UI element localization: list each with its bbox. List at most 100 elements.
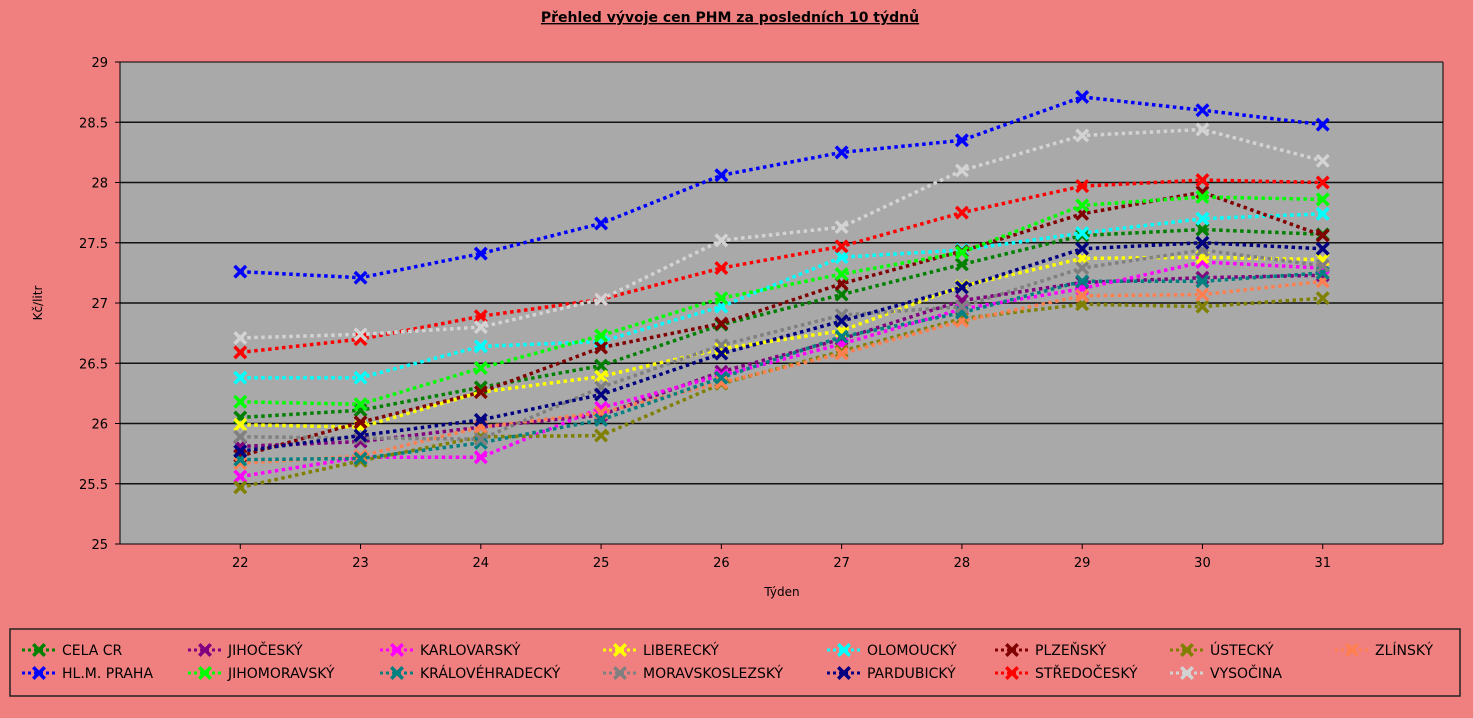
- data-point-marker: [954, 205, 969, 220]
- data-point-marker: [1195, 235, 1210, 250]
- data-point-marker: [954, 245, 969, 260]
- data-point-marker: [834, 276, 849, 291]
- data-point-marker: [834, 329, 849, 344]
- series-olomouck-: [233, 206, 1330, 385]
- legend-marker-icon: [1005, 666, 1019, 680]
- data-point-marker: [1315, 192, 1330, 207]
- data-point-marker: [1195, 222, 1210, 237]
- legend-marker-icon: [32, 666, 46, 680]
- x-tick-label: 23: [352, 556, 369, 571]
- legend-item: JIHOČESKÝ: [188, 641, 303, 659]
- legend: [9, 628, 1461, 697]
- legend-label: JIHOMORAVSKÝ: [227, 665, 335, 682]
- data-point-marker: [473, 320, 488, 335]
- data-point-marker: [1315, 241, 1330, 256]
- legend-label: KARLOVARSKÝ: [420, 642, 521, 659]
- legend-label: CELA CR: [62, 643, 123, 659]
- series-line: [240, 271, 1323, 462]
- data-point-marker: [834, 346, 849, 361]
- data-point-marker: [233, 330, 248, 345]
- data-point-marker: [1075, 128, 1090, 143]
- data-point-marker: [1195, 103, 1210, 118]
- legend-label: VYSOČINA: [1210, 664, 1282, 682]
- x-axis-label: Týden: [763, 585, 799, 599]
- data-point-marker: [233, 469, 248, 484]
- data-point-marker: [594, 216, 609, 231]
- legend-item: PARDUBICKÝ: [827, 665, 956, 682]
- legend-item: MORAVSKOSLEZSKÝ: [603, 665, 784, 682]
- legend-marker-icon: [198, 666, 212, 680]
- data-point-marker: [594, 387, 609, 402]
- data-point-marker: [1075, 241, 1090, 256]
- data-point-marker: [1315, 206, 1330, 221]
- y-tick-label: 28: [91, 177, 108, 192]
- x-tick-label: 27: [833, 556, 850, 571]
- series-pardubick-: [233, 235, 1330, 459]
- legend-label: PARDUBICKÝ: [867, 665, 956, 682]
- legend-item: OLOMOUCKÝ: [827, 642, 957, 659]
- data-point-marker: [1315, 228, 1330, 243]
- legend-marker-icon: [390, 666, 404, 680]
- legend-marker-icon: [198, 643, 212, 657]
- data-point-marker: [1315, 175, 1330, 190]
- legend-label: PLZEŇSKÝ: [1035, 642, 1107, 659]
- data-point-marker: [954, 299, 969, 314]
- legend-label: OLOMOUCKÝ: [867, 642, 957, 659]
- data-point-marker: [233, 370, 248, 385]
- x-tick-label: 30: [1194, 556, 1211, 571]
- data-point-marker: [473, 339, 488, 354]
- legend-item: JIHOMORAVSKÝ: [188, 665, 335, 682]
- series-line: [240, 255, 1323, 429]
- series-line: [240, 240, 1323, 453]
- data-point-marker: [714, 233, 729, 248]
- legend-item: CELA CR: [22, 643, 123, 659]
- x-tick-label: 26: [713, 556, 730, 571]
- legend-label: KRÁLOVÉHRADECKÝ: [420, 665, 561, 682]
- chart-title: Přehled vývoje cen PHM za posledních 10 …: [541, 9, 919, 26]
- data-point-marker: [1195, 299, 1210, 314]
- data-point-marker: [954, 257, 969, 272]
- legend-item: LIBERECKÝ: [603, 642, 719, 659]
- data-point-marker: [473, 385, 488, 400]
- data-point-marker: [233, 429, 248, 444]
- data-point-marker: [714, 316, 729, 331]
- data-point-marker: [714, 346, 729, 361]
- series-line: [240, 248, 1323, 441]
- legend-item: KARLOVARSKÝ: [380, 642, 521, 659]
- data-point-marker: [1075, 198, 1090, 213]
- data-point-marker: [233, 444, 248, 459]
- legend-marker-icon: [390, 643, 404, 657]
- data-point-marker: [1195, 189, 1210, 204]
- data-point-marker: [473, 450, 488, 465]
- legend-item: KRÁLOVÉHRADECKÝ: [380, 665, 561, 682]
- data-point-marker: [1195, 287, 1210, 302]
- data-point-marker: [1195, 122, 1210, 137]
- series-line: [240, 227, 1323, 420]
- data-point-marker: [233, 264, 248, 279]
- data-point-marker: [1195, 173, 1210, 188]
- y-tick-label: 26: [91, 418, 108, 433]
- data-point-marker: [233, 345, 248, 360]
- series-hl-m-praha: [233, 89, 1330, 285]
- legend-item: VYSOČINA: [1170, 664, 1282, 682]
- data-point-marker: [353, 397, 368, 412]
- data-point-marker: [954, 163, 969, 178]
- series-jihomoravsk-: [233, 189, 1330, 412]
- legend-marker-icon: [1345, 643, 1359, 657]
- data-point-marker: [1075, 226, 1090, 241]
- data-point-marker: [473, 432, 488, 447]
- legend-item: HL.M. PRAHA: [22, 666, 153, 682]
- data-point-marker: [353, 327, 368, 342]
- series-line: [240, 195, 1323, 406]
- data-point-marker: [594, 358, 609, 373]
- data-point-marker: [1075, 89, 1090, 104]
- data-point-marker: [1075, 179, 1090, 194]
- data-point-marker: [834, 287, 849, 302]
- series-kr-lov-hradeck-: [233, 265, 1330, 467]
- legend-marker-icon: [613, 666, 627, 680]
- data-point-marker: [834, 145, 849, 160]
- data-point-marker: [1075, 288, 1090, 303]
- data-point-marker: [1075, 251, 1090, 266]
- data-point-marker: [714, 261, 729, 276]
